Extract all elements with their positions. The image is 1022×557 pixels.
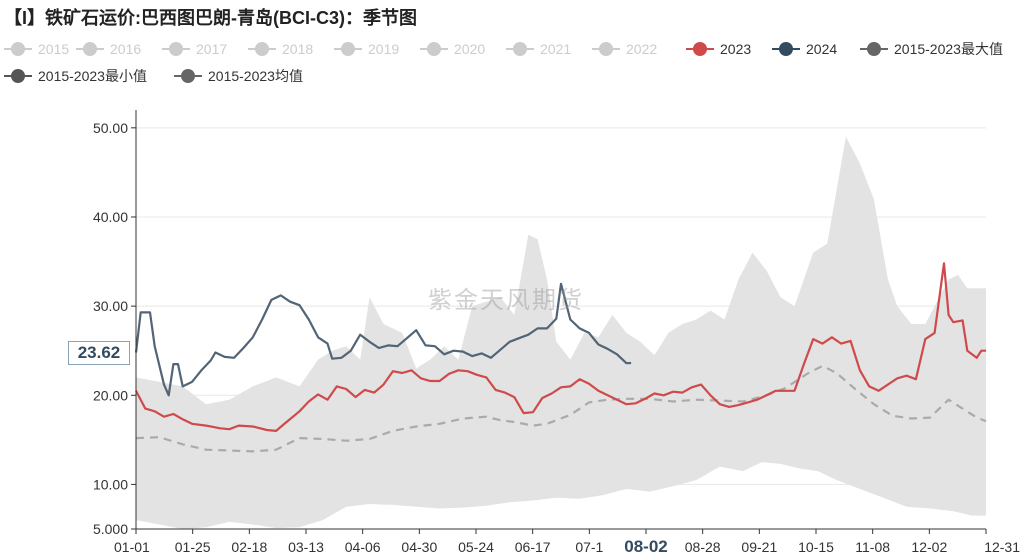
legend-label: 2022 [626, 41, 658, 57]
legend-swatch-icon [420, 42, 448, 56]
legend-label: 2015-2023均值 [208, 68, 303, 84]
legend-swatch-icon [686, 42, 714, 56]
legend-label: 2015 [38, 41, 70, 57]
legend-item-2023[interactable]: 2023 [686, 39, 751, 59]
current-value-label: 23.62 [68, 341, 130, 365]
x-tick-label: 01-25 [175, 539, 211, 555]
x-tick-label: 10-15 [798, 539, 834, 555]
legend-swatch-icon [76, 42, 104, 56]
y-tick-label: 50.00 [93, 120, 128, 136]
x-tick-label: 04-30 [401, 539, 437, 555]
x-tick-label: 08-28 [685, 539, 721, 555]
x-tick-label: 12-02 [911, 539, 947, 555]
legend-swatch-icon [4, 42, 32, 56]
x-tick-label: 01-01 [114, 539, 150, 555]
legend: 2015 2016 2017 2018 2019 2020 2021 2022 2023 2024… [4, 38, 1022, 92]
legend-item-2020[interactable]: 2020 [420, 39, 485, 59]
legend-item-2015-2023最小值[interactable]: 2015-2023最小值 [4, 66, 147, 86]
x-tick-label: 07-1 [575, 539, 603, 555]
x-tick-label: 02-18 [231, 539, 267, 555]
legend-swatch-icon [334, 42, 362, 56]
legend-label: 2018 [282, 41, 314, 57]
legend-label: 2016 [110, 41, 142, 57]
legend-item-2021[interactable]: 2021 [506, 39, 571, 59]
legend-swatch-icon [860, 42, 888, 56]
legend-swatch-icon [248, 42, 276, 56]
x-tick-label: 12-31 [984, 539, 1020, 555]
legend-swatch-icon [162, 42, 190, 56]
y-tick-label: 40.00 [93, 209, 128, 225]
y-tick-label: 30.00 [93, 298, 128, 314]
legend-item-2015-2023均值[interactable]: 2015-2023均值 [174, 66, 303, 86]
legend-swatch-icon [4, 69, 32, 83]
max-min-band [136, 136, 986, 529]
series-lines [134, 262, 987, 453]
legend-item-2017[interactable]: 2017 [162, 39, 227, 59]
series-line-2015-2023均值 [135, 364, 987, 453]
axes: 5.000 10.00 20.00 30.00 40.00 50.00 01-01 01-25… [93, 110, 1020, 555]
legend-item-2024[interactable]: 2024 [772, 39, 837, 59]
legend-item-2018[interactable]: 2018 [248, 39, 313, 59]
legend-label: 2024 [806, 41, 838, 57]
x-tick-label: 06-17 [515, 539, 551, 555]
chart-title: 【I】铁矿石运价:巴西图巴朗-青岛(BCI-C3)：季节图 [4, 8, 417, 28]
x-tick-label: 03-13 [288, 539, 324, 555]
legend-label: 2021 [540, 41, 572, 57]
legend-label: 2020 [454, 41, 486, 57]
legend-label: 2015-2023最大值 [894, 41, 1003, 57]
x-tick-label: 09-21 [741, 539, 777, 555]
legend-label: 2017 [196, 41, 228, 57]
series-line-2024 [134, 282, 632, 397]
legend-item-2016[interactable]: 2016 [76, 39, 141, 59]
y-tick-label: 10.00 [93, 476, 128, 492]
y-tick-label: 5.000 [93, 521, 128, 537]
legend-swatch-icon [592, 42, 620, 56]
x-tick-label: 11-08 [855, 539, 890, 555]
highlight-x-tick: 08-02 [611, 537, 681, 557]
series-line-2023 [135, 262, 986, 432]
legend-item-2015-2023最大值[interactable]: 2015-2023最大值 [860, 39, 1003, 59]
legend-label: 2023 [720, 41, 752, 57]
legend-swatch-icon [506, 42, 534, 56]
legend-item-2015[interactable]: 2015 [4, 39, 69, 59]
legend-label: 2019 [368, 41, 400, 57]
legend-swatch-icon [772, 42, 800, 56]
x-tick-label: 04-06 [345, 539, 381, 555]
legend-item-2019[interactable]: 2019 [334, 39, 399, 59]
legend-swatch-icon [174, 69, 202, 83]
legend-label: 2015-2023最小值 [38, 68, 147, 84]
x-tick-label: 05-24 [458, 539, 494, 555]
y-tick-label: 20.00 [93, 387, 128, 403]
legend-item-2022[interactable]: 2022 [592, 39, 657, 59]
watermark-text: 紫金天风期货 [428, 287, 584, 314]
